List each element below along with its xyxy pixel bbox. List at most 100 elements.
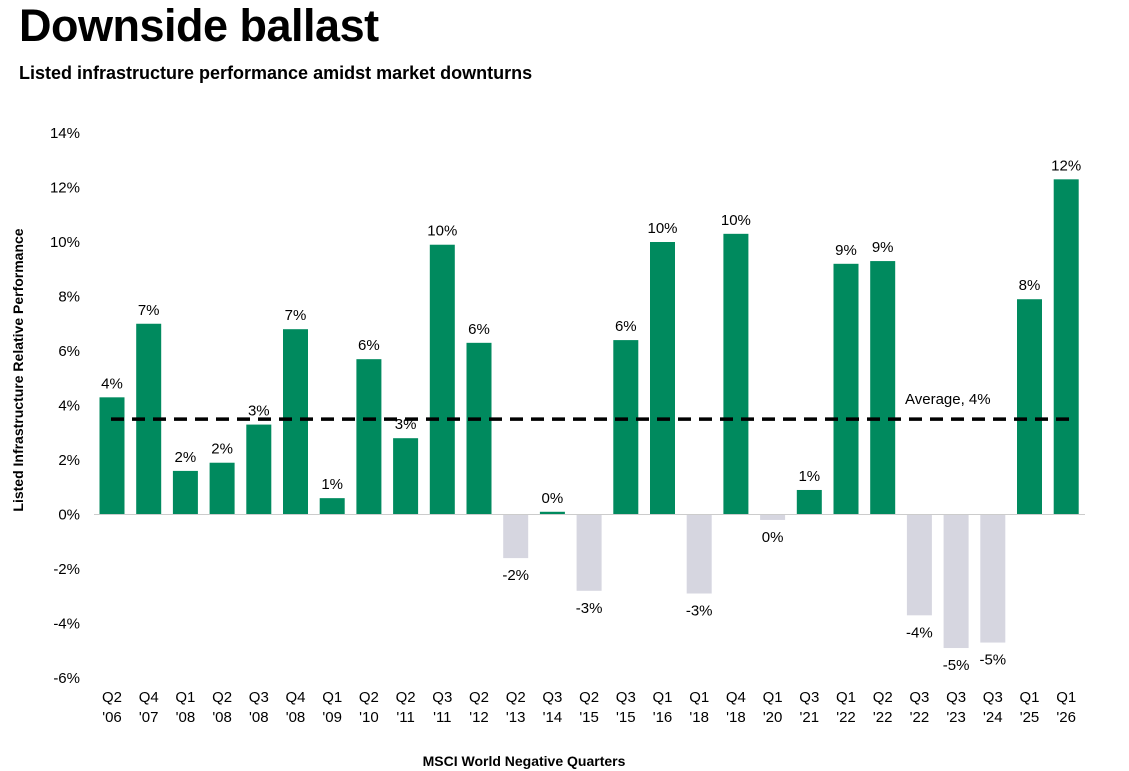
x-tick-year: '22 xyxy=(873,709,893,726)
x-tick-quarter: Q1 xyxy=(652,689,672,706)
bar xyxy=(319,498,345,515)
y-tick-label: 4% xyxy=(58,398,80,415)
x-tick-year: '11 xyxy=(396,709,414,726)
x-tick-quarter: Q1 xyxy=(763,689,783,706)
data-label: 10% xyxy=(427,223,457,240)
bar xyxy=(613,340,639,515)
x-tick-quarter: Q3 xyxy=(542,689,562,706)
x-tick-year: '08 xyxy=(212,709,232,726)
data-label: 6% xyxy=(468,321,490,338)
data-label: 7% xyxy=(285,307,307,324)
x-tick-quarter: Q4 xyxy=(726,689,746,706)
data-label: 4% xyxy=(101,375,123,392)
x-tick-quarter: Q2 xyxy=(579,689,599,706)
y-tick-label: 2% xyxy=(58,452,80,469)
data-label: 7% xyxy=(138,302,160,319)
bar xyxy=(209,462,235,515)
bar xyxy=(943,514,969,649)
bar xyxy=(172,470,198,515)
data-label: 10% xyxy=(721,212,751,229)
bar xyxy=(503,514,529,559)
y-tick-label: 6% xyxy=(58,343,80,360)
x-tick-quarter: Q3 xyxy=(249,689,269,706)
bar xyxy=(356,359,382,515)
x-tick-quarter: Q2 xyxy=(359,689,379,706)
x-tick-quarter: Q2 xyxy=(469,689,489,706)
x-tick-year: '11 xyxy=(433,709,451,726)
x-tick-year: '14 xyxy=(543,709,563,726)
x-tick-year: '15 xyxy=(579,709,599,726)
x-tick-year: '23 xyxy=(946,709,966,726)
x-tick-year: '06 xyxy=(102,709,122,726)
data-label: 3% xyxy=(395,416,417,433)
bar xyxy=(796,489,822,515)
y-tick-label: -4% xyxy=(53,616,80,633)
x-tick-quarter: Q2 xyxy=(212,689,232,706)
x-tick-year: '12 xyxy=(469,709,489,726)
data-label: -3% xyxy=(576,600,603,617)
data-label: 6% xyxy=(358,337,380,354)
x-axis-label: MSCI World Negative Quarters xyxy=(423,753,626,769)
y-tick-label: 10% xyxy=(50,234,80,251)
data-label: 8% xyxy=(1019,277,1041,294)
x-tick-year: '08 xyxy=(249,709,269,726)
x-tick-year: '25 xyxy=(1020,709,1040,726)
x-tick-quarter: Q2 xyxy=(396,689,416,706)
x-tick-year: '07 xyxy=(139,709,159,726)
x-tick-quarter: Q3 xyxy=(616,689,636,706)
data-label: -5% xyxy=(979,652,1006,669)
data-label: 2% xyxy=(175,449,197,466)
x-tick-quarter: Q1 xyxy=(322,689,342,706)
x-tick-year: '26 xyxy=(1056,709,1076,726)
bar xyxy=(283,329,308,515)
x-tick-year: '24 xyxy=(983,709,1003,726)
y-tick-label: 8% xyxy=(58,289,80,306)
bar xyxy=(650,242,675,515)
y-tick-label: 12% xyxy=(50,180,80,197)
x-tick-quarter: Q4 xyxy=(285,689,305,706)
bar xyxy=(686,514,712,594)
x-tick-quarter: Q1 xyxy=(1019,689,1039,706)
data-labels: 4% 7% 2% 2% 3% 7% 1% 6% 3% 10% 6% -2% 0% -3% 6% 10% -3% 1… xyxy=(101,157,1081,674)
x-tick-year: '08 xyxy=(176,709,196,726)
data-label: 1% xyxy=(321,476,343,493)
x-tick-year: '15 xyxy=(616,709,636,726)
y-axis-ticks: 14% 12% 10% 8% 6% 4% 2% 0% -2% -4% -6% xyxy=(50,125,80,687)
chart-title: Downside ballast xyxy=(19,0,379,51)
x-tick-year: '10 xyxy=(359,709,379,726)
data-label: 1% xyxy=(798,468,820,485)
bars xyxy=(99,179,1079,649)
bar xyxy=(576,514,602,591)
x-tick-year: '21 xyxy=(800,709,820,726)
x-tick-quarter: Q2 xyxy=(102,689,122,706)
x-axis-ticks: Q2 '06 Q4 '07 Q1 '08 Q2 '08 Q3 '08 Q4 '08 Q1 '09 Q2 '10… xyxy=(102,689,1076,726)
data-label: 2% xyxy=(211,441,233,458)
x-tick-quarter: Q1 xyxy=(1056,689,1076,706)
x-tick-year: '13 xyxy=(506,709,526,726)
x-tick-quarter: Q4 xyxy=(139,689,159,706)
data-label: 0% xyxy=(762,529,784,546)
x-tick-quarter: Q3 xyxy=(799,689,819,706)
x-tick-quarter: Q1 xyxy=(689,689,709,706)
y-tick-label: 14% xyxy=(50,125,80,142)
x-tick-year: '08 xyxy=(286,709,306,726)
x-tick-quarter: Q1 xyxy=(175,689,195,706)
bar xyxy=(246,424,272,515)
bar xyxy=(1053,179,1079,515)
data-label: 10% xyxy=(647,220,677,237)
bar xyxy=(539,511,565,515)
y-axis-label: Listed Infrastructure Relative Performan… xyxy=(10,228,26,511)
data-label: -4% xyxy=(906,624,933,641)
bar xyxy=(870,261,896,515)
x-tick-quarter: Q3 xyxy=(909,689,929,706)
x-tick-year: '22 xyxy=(836,709,856,726)
bar xyxy=(906,514,932,616)
x-tick-quarter: Q3 xyxy=(432,689,452,706)
x-tick-quarter: Q1 xyxy=(836,689,856,706)
data-label: 6% xyxy=(615,318,637,335)
bar xyxy=(980,514,1006,643)
bar xyxy=(723,233,749,515)
x-tick-quarter: Q3 xyxy=(946,689,966,706)
x-tick-year: '18 xyxy=(689,709,709,726)
